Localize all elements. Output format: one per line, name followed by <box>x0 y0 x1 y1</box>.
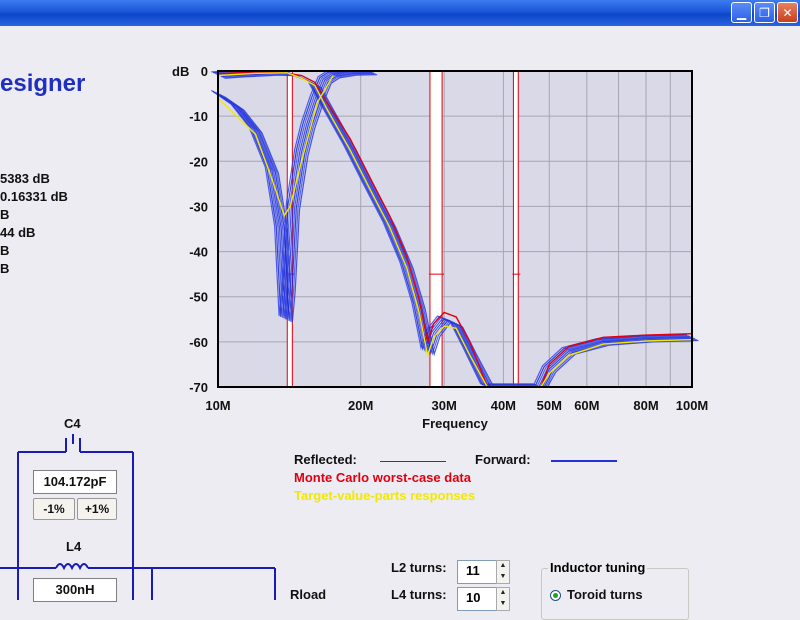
stat-line: 0.16331 dB <box>0 189 68 204</box>
spin-up-icon[interactable]: ▲ <box>499 589 507 596</box>
target-trace <box>217 72 693 388</box>
y-axis-label: dB <box>172 64 189 79</box>
x-tick-label: 30M <box>432 398 457 413</box>
app-title: esigner <box>0 70 86 97</box>
y-tick-label: -10 <box>189 109 208 124</box>
stats-panel: 5383 dB 0.16331 dB B 44 dB B B <box>0 170 68 278</box>
reflected-trace <box>220 72 375 321</box>
legend-forward-line <box>551 460 617 462</box>
reflected-trace <box>210 70 364 317</box>
target-reflected-trace <box>217 75 334 218</box>
x-tick-label: 50M <box>537 398 562 413</box>
stat-line: B <box>0 261 10 276</box>
spin-up-icon[interactable]: ▲ <box>499 562 507 569</box>
x-tick-label: 80M <box>633 398 658 413</box>
l4-value-field[interactable]: 300nH <box>33 578 117 602</box>
minimize-button[interactable]: ▁ <box>731 2 752 23</box>
l4-turns-label: L4 turns: <box>391 587 447 602</box>
l2-turns-input[interactable]: 11 <box>457 560 497 584</box>
restore-button[interactable]: ❐ <box>754 2 775 23</box>
rload-label: Rload <box>290 587 327 602</box>
legend-reflected-line <box>380 461 446 462</box>
y-tick-label: -50 <box>189 290 208 305</box>
close-button[interactable]: ✕ <box>777 2 798 23</box>
legend-monte-carlo: Monte Carlo worst-case data <box>294 470 471 485</box>
stat-line: B <box>0 243 10 258</box>
legend-forward-label: Forward: <box>475 452 531 467</box>
c4-minus-1pct-button[interactable]: -1% <box>33 498 75 520</box>
x-tick-label: 10M <box>205 398 230 413</box>
x-tick-label: 40M <box>491 398 516 413</box>
x-tick-label: 20M <box>348 398 373 413</box>
l4-turns-spinner[interactable]: ▲ ▼ <box>496 587 510 611</box>
plot-frame <box>217 70 693 388</box>
l4-turns-input[interactable]: 10 <box>457 587 497 611</box>
reflected-trace <box>224 74 378 323</box>
stat-line: 44 dB <box>0 225 36 240</box>
legend-target: Target-value-parts responses <box>294 488 476 503</box>
c4-label: C4 <box>64 416 81 431</box>
y-tick-label: -30 <box>189 199 208 214</box>
l2-turns-spinner[interactable]: ▲ ▼ <box>496 560 510 584</box>
y-tick-label: -40 <box>189 245 208 260</box>
x-tick-label: 100M <box>676 398 709 413</box>
band-marker <box>512 70 519 388</box>
toroid-turns-radio[interactable] <box>550 590 561 601</box>
l4-label: L4 <box>66 539 82 554</box>
toroid-turns-label: Toroid turns <box>567 587 643 602</box>
y-tick-label: -70 <box>189 380 208 395</box>
legend-reflected-label: Reflected: <box>294 452 357 467</box>
schematic-wires <box>0 434 276 600</box>
stat-line: 5383 dB <box>0 171 50 186</box>
l2-turns-label: L2 turns: <box>391 560 447 575</box>
y-tick-label: -20 <box>189 154 208 169</box>
c4-value-field[interactable]: 104.172pF <box>33 470 117 494</box>
reflected-trace <box>217 70 371 320</box>
y-tick-label: 0 <box>201 64 208 79</box>
reflected-trace <box>215 70 370 319</box>
reflected-trace <box>212 70 366 317</box>
worst_case-trace <box>217 71 693 388</box>
x-axis-label: Frequency <box>422 416 489 431</box>
spin-down-icon[interactable]: ▼ <box>499 573 507 580</box>
reflected-trace <box>222 73 376 322</box>
stat-line: B <box>0 207 10 222</box>
inductor-tuning-title: Inductor tuning <box>548 560 648 575</box>
response-chart: dB 0 -10 -20 -30 -40 -50 -60 -70 10M 20M 30M 40M 50M 6… <box>172 64 709 431</box>
spin-down-icon[interactable]: ▼ <box>499 600 507 607</box>
y-tick-label: -60 <box>189 335 208 350</box>
x-tick-label: 60M <box>574 398 599 413</box>
title-bar: ▁ ❐ ✕ <box>0 0 800 26</box>
c4-plus-1pct-button[interactable]: +1% <box>77 498 117 520</box>
